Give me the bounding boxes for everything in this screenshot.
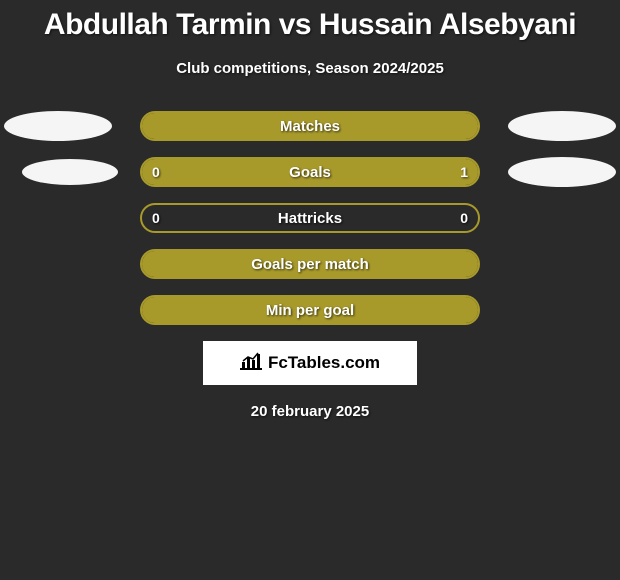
stat-bar: 0 Hattricks 0 (140, 203, 480, 233)
stat-value-right: 1 (460, 159, 468, 185)
stat-row: 0 Hattricks 0 (0, 203, 620, 233)
stat-bar: Goals per match (140, 249, 480, 279)
right-indicator-ellipse (508, 157, 616, 187)
stat-row: Min per goal (0, 295, 620, 325)
page-title: Abdullah Tarmin vs Hussain Alsebyani (0, 0, 620, 42)
stat-row: Goals per match (0, 249, 620, 279)
logo-text: FcTables.com (268, 353, 380, 373)
subtitle: Club competitions, Season 2024/2025 (0, 60, 620, 77)
date-text: 20 february 2025 (0, 403, 620, 420)
stat-label: Hattricks (142, 205, 478, 231)
left-indicator-ellipse (4, 111, 112, 141)
stat-label: Goals per match (142, 251, 478, 277)
fctables-logo: FcTables.com (203, 341, 417, 385)
right-indicator-ellipse (508, 111, 616, 141)
stat-row: 0 Goals 1 (0, 157, 620, 187)
comparison-rows: Matches 0 Goals 1 0 Hattricks 0 (0, 111, 620, 325)
stat-bar: Min per goal (140, 295, 480, 325)
stat-bar: Matches (140, 111, 480, 141)
chart-icon (240, 352, 262, 375)
stat-label: Min per goal (142, 297, 478, 323)
left-indicator-ellipse (22, 159, 118, 185)
stat-value-right: 0 (460, 205, 468, 231)
stat-label: Matches (142, 113, 478, 139)
stat-bar: 0 Goals 1 (140, 157, 480, 187)
stat-label: Goals (142, 159, 478, 185)
stat-row: Matches (0, 111, 620, 141)
